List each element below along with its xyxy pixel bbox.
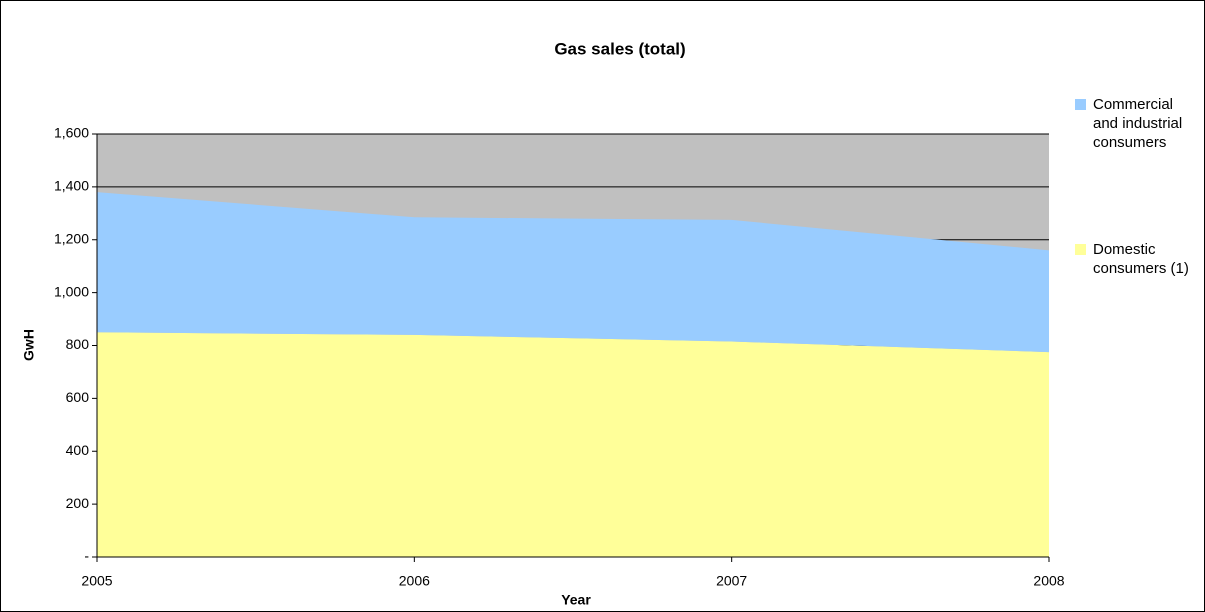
legend-label: Domestic consumers (1)	[1093, 241, 1189, 277]
x-tick-label: 2006	[399, 573, 430, 589]
y-tick-label: 600	[66, 389, 90, 405]
legend-swatch	[1075, 99, 1086, 110]
x-tick-label: 2005	[81, 573, 112, 589]
y-axis-title: GwH	[21, 329, 37, 361]
area	[97, 332, 1049, 557]
y-tick-label: 800	[66, 336, 90, 352]
y-tick-label: -	[84, 548, 89, 564]
x-tick-label: 2008	[1033, 573, 1064, 589]
x-tick-label: 2007	[716, 573, 747, 589]
y-tick-label: 400	[66, 442, 90, 458]
area	[97, 192, 1049, 353]
y-tick-label: 1,600	[54, 125, 89, 141]
y-tick-label: 1,400	[54, 178, 89, 194]
x-axis-title: Year	[561, 592, 591, 608]
y-tick-label: 200	[66, 495, 90, 511]
y-tick-label: 1,000	[54, 283, 89, 299]
y-tick-label: 1,200	[54, 230, 89, 246]
legend-swatch	[1075, 244, 1086, 255]
legend-label: Commercial and industrial consumers	[1093, 96, 1183, 151]
chart-title: Gas sales (total)	[554, 39, 685, 58]
